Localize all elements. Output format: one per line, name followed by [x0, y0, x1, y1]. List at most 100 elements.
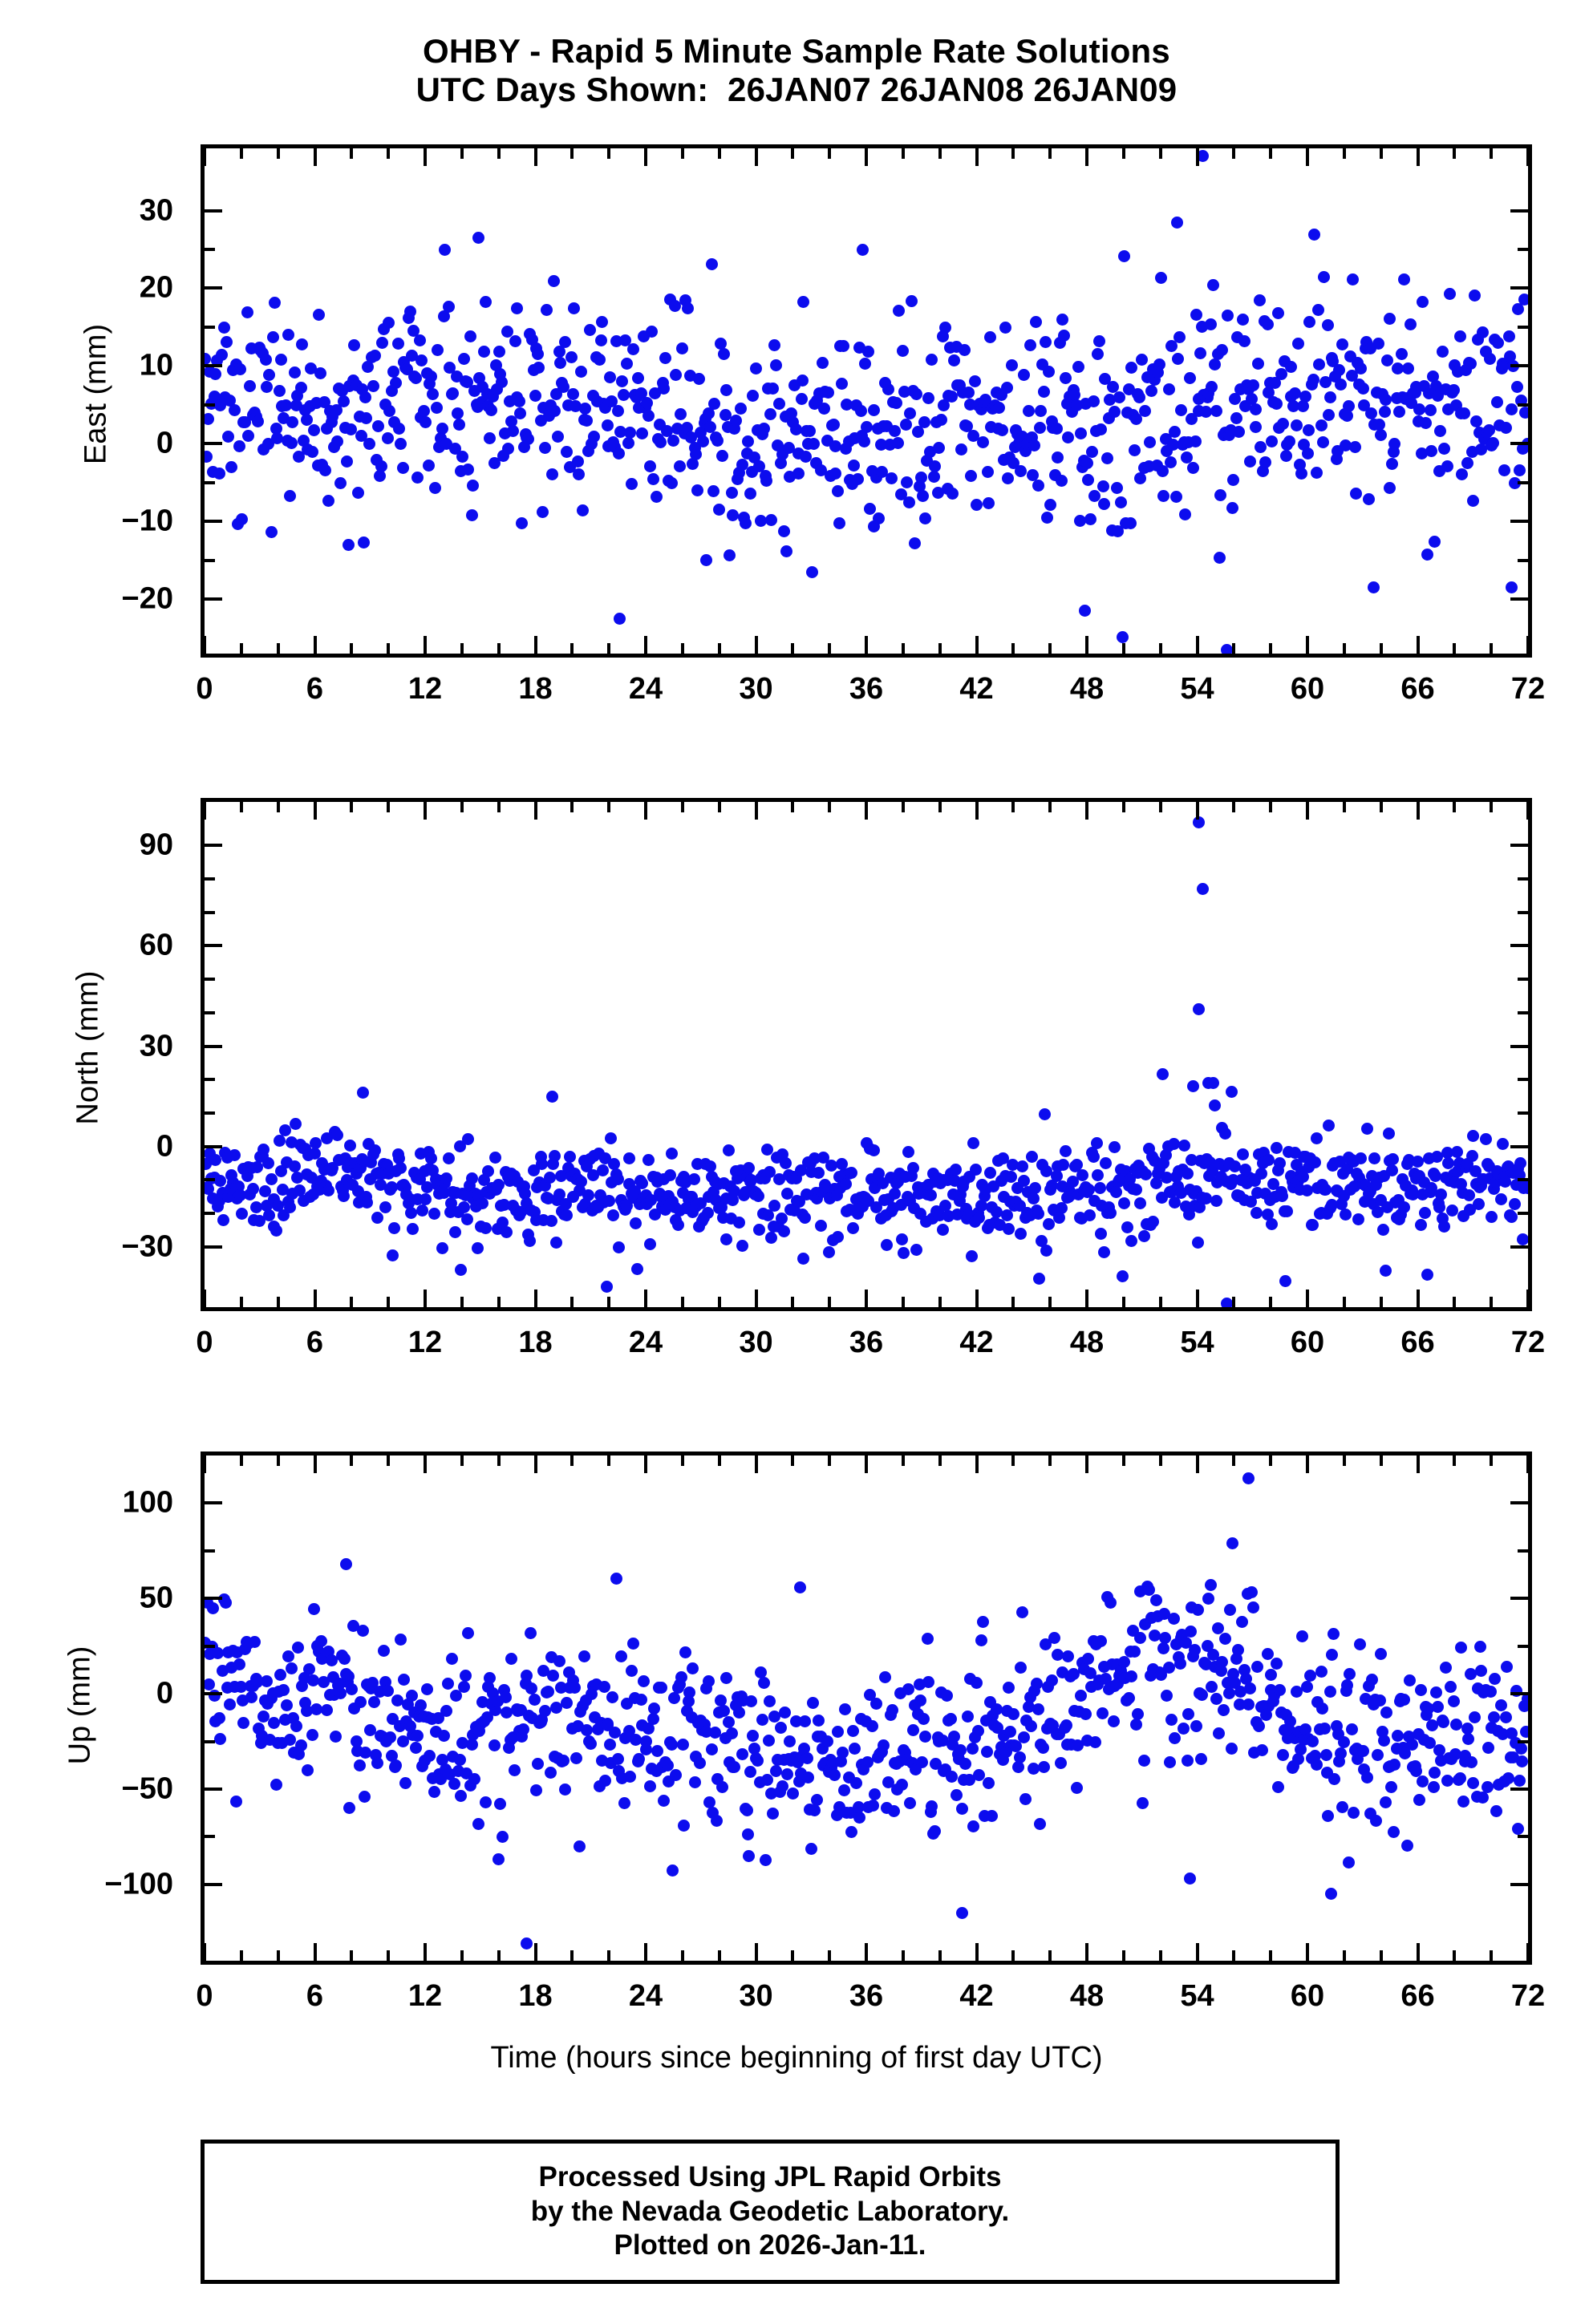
x-tick-bottom	[424, 636, 427, 654]
data-point	[1157, 1067, 1169, 1080]
data-point	[1441, 460, 1453, 472]
data-point	[1466, 494, 1479, 507]
data-point	[1391, 1729, 1404, 1742]
x-tick-top	[1306, 1456, 1309, 1473]
data-point	[1433, 1200, 1446, 1213]
x-tick-top	[938, 1456, 942, 1466]
data-point	[1074, 1689, 1087, 1702]
data-point	[1184, 371, 1197, 384]
x-tick-bottom	[865, 636, 868, 654]
data-point	[547, 275, 560, 288]
x-tick-bottom	[1195, 1943, 1199, 1961]
data-point	[1335, 1747, 1348, 1760]
data-point	[1088, 1736, 1101, 1749]
data-point	[545, 1215, 558, 1228]
data-point	[1484, 1686, 1497, 1698]
data-point	[375, 460, 387, 473]
data-point	[642, 1154, 655, 1167]
data-point	[763, 1734, 776, 1747]
data-point	[770, 1765, 783, 1778]
data-point	[1462, 1188, 1475, 1201]
data-point	[1004, 1725, 1017, 1738]
data-point	[1413, 1794, 1425, 1807]
data-point	[958, 343, 971, 356]
x-tick-bottom	[1269, 1950, 1273, 1961]
data-point	[679, 1646, 692, 1659]
data-point	[1273, 1156, 1286, 1169]
data-point	[931, 486, 944, 499]
data-point	[1321, 319, 1334, 332]
y-tick-left	[205, 1501, 222, 1505]
data-point-outlier	[1170, 216, 1183, 229]
data-point	[545, 468, 558, 480]
data-point	[742, 435, 755, 447]
data-point	[343, 1139, 356, 1152]
x-tick-top	[239, 1456, 243, 1466]
data-point	[979, 394, 991, 407]
data-point	[1354, 1152, 1367, 1164]
data-point	[1221, 309, 1234, 322]
data-point	[1303, 316, 1316, 329]
data-point	[1107, 381, 1120, 394]
x-tick-bottom	[1232, 643, 1236, 654]
data-point	[944, 1712, 957, 1725]
data-point	[522, 432, 535, 445]
x-tick-bottom	[276, 643, 280, 654]
data-point	[775, 1213, 788, 1225]
data-point	[1139, 1168, 1152, 1180]
x-tick-bottom	[460, 1950, 464, 1961]
data-point	[300, 414, 313, 427]
data-point	[554, 357, 567, 370]
x-tick-bottom	[1158, 643, 1162, 654]
data-point	[395, 438, 407, 451]
data-point	[967, 1820, 980, 1832]
data-point	[1473, 1641, 1486, 1654]
x-tick-top	[1158, 1456, 1162, 1466]
data-point	[968, 375, 981, 387]
data-point	[1214, 489, 1227, 502]
data-point	[362, 361, 375, 374]
data-point	[430, 402, 443, 415]
data-point	[1188, 1643, 1201, 1656]
data-point	[1116, 630, 1129, 643]
data-point	[1025, 1719, 1038, 1732]
data-point	[841, 398, 853, 411]
x-tick-top	[460, 802, 464, 812]
x-tick-bottom	[1416, 1290, 1420, 1307]
data-point	[634, 387, 647, 399]
data-point	[774, 1722, 787, 1735]
data-point	[1388, 1758, 1401, 1771]
x-tick-label: 6	[306, 1979, 324, 2013]
data-point	[277, 1683, 290, 1696]
data-point	[223, 1698, 236, 1711]
x-tick-bottom	[1379, 1297, 1383, 1307]
x-tick-top	[680, 148, 684, 159]
x-tick-bottom	[205, 636, 206, 654]
data-point	[1117, 250, 1130, 263]
data-point	[1447, 1694, 1460, 1707]
data-point	[480, 295, 492, 308]
data-point	[440, 1704, 453, 1717]
data-point	[294, 1739, 307, 1752]
data-point	[866, 1799, 879, 1812]
x-tick-label: 66	[1400, 1979, 1435, 2013]
data-point	[524, 1627, 537, 1640]
data-point	[320, 1704, 333, 1717]
data-point	[1427, 1780, 1440, 1793]
data-point	[1060, 1719, 1072, 1731]
data-point	[938, 399, 951, 411]
data-point	[1171, 352, 1184, 365]
data-point	[701, 1206, 714, 1219]
data-point	[693, 373, 706, 386]
data-point	[553, 1655, 565, 1668]
data-point	[286, 416, 299, 429]
y-tick-right	[1510, 944, 1528, 948]
y-tick-label: 30	[139, 193, 173, 228]
data-point	[1186, 462, 1199, 475]
data-point	[395, 1633, 407, 1646]
data-point	[624, 427, 637, 439]
data-point	[847, 1724, 860, 1737]
data-point	[1446, 1205, 1459, 1217]
data-point	[371, 1756, 383, 1769]
data-point	[575, 1175, 588, 1188]
